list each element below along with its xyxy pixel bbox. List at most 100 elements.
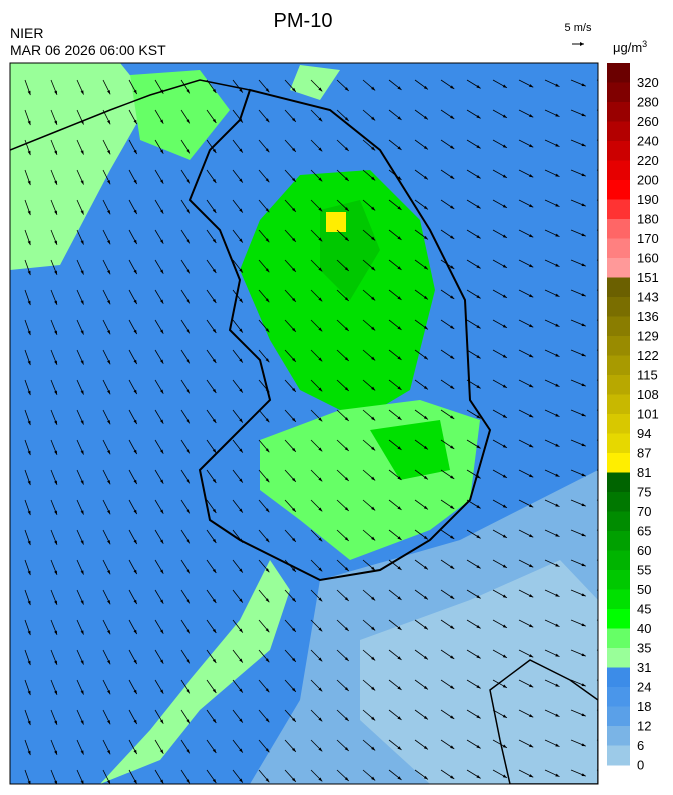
wind-arrowhead (555, 353, 560, 357)
wind-arrowhead (27, 270, 31, 276)
wind-arrowhead (292, 447, 296, 452)
wind-arrowhead (80, 570, 84, 575)
wind-arrowhead (54, 300, 57, 305)
wind-arrowhead (476, 534, 481, 539)
wind-arrowhead (502, 654, 507, 658)
wind-arrowhead (397, 326, 402, 330)
wind-arrowhead (133, 359, 137, 365)
wind-arrowhead (529, 84, 534, 88)
wind-arrowhead (107, 570, 111, 575)
wind-arrowhead (212, 328, 217, 334)
wind-arrowhead (397, 176, 402, 180)
legend-swatch (607, 609, 630, 629)
wind-arrowhead (133, 449, 137, 455)
wind-arrowhead (186, 779, 190, 784)
legend-label: 220 (637, 153, 659, 168)
wind-arrowhead (476, 414, 481, 419)
legend-swatch (607, 238, 630, 259)
wind-arrowhead (555, 533, 560, 537)
wind-arrowhead (27, 360, 31, 366)
wind-arrowhead (107, 180, 111, 185)
wind-arrowhead (80, 120, 84, 125)
wind-arrowhead (239, 568, 243, 573)
yellow-spot (326, 212, 346, 232)
wind-arrowhead (318, 597, 323, 602)
wind-arrowhead (212, 508, 217, 514)
wind-arrowhead (397, 146, 402, 150)
legend-swatch (607, 336, 630, 356)
wind-arrowhead (344, 507, 349, 511)
wind-arrowhead (529, 174, 534, 178)
wind-arrowhead (80, 720, 84, 725)
wind-arrowhead (107, 330, 111, 335)
wind-arrowhead (318, 627, 323, 632)
wind-arrowhead (502, 444, 507, 448)
wind-arrowhead (423, 775, 428, 780)
wind-arrowhead (133, 419, 137, 425)
wind-arrowhead (107, 90, 111, 95)
wind-arrowhead (344, 207, 349, 211)
wind-arrowhead (476, 234, 481, 239)
wind-arrowhead (371, 686, 376, 691)
wind-arrow (596, 769, 598, 771)
wind-arrowhead (27, 90, 31, 96)
wind-arrowhead (239, 508, 243, 513)
wind-arrowhead (80, 390, 84, 395)
wind-arrowhead (318, 507, 323, 512)
wind-arrowhead (344, 777, 349, 781)
wind-arrowhead (239, 238, 243, 243)
wind-arrowhead (265, 628, 270, 633)
wind-arrowhead (502, 354, 507, 358)
wind-arrowhead (344, 267, 349, 271)
legend-label: 122 (637, 348, 659, 363)
wind-arrowhead (318, 147, 323, 152)
wind-arrowhead (133, 119, 137, 125)
wind-arrowhead (397, 566, 402, 570)
wind-arrowhead (212, 358, 217, 364)
wind-arrowhead (239, 718, 243, 723)
wind-arrowhead (450, 325, 455, 329)
wind-arrowhead (212, 538, 217, 544)
wind-arrowhead (186, 659, 190, 664)
wind-arrowhead (344, 177, 349, 181)
wind-arrowhead (159, 359, 164, 364)
legend-swatch (607, 648, 630, 668)
wind-arrowhead (555, 413, 560, 417)
legend-swatch (607, 687, 630, 707)
wind-arrowhead (502, 264, 507, 268)
wind-arrowhead (423, 685, 428, 690)
legend-label: 75 (637, 485, 651, 500)
wind-arrowhead (54, 270, 57, 275)
wind-arrowhead (186, 689, 190, 694)
wind-arrowhead (397, 716, 402, 720)
wind-arrowhead (581, 203, 586, 207)
org: NIER (10, 25, 43, 41)
wind-arrowhead (581, 113, 586, 117)
wind-arrowhead (397, 86, 402, 90)
wind-arrowhead (186, 269, 190, 274)
wind-arrowhead (212, 448, 217, 454)
wind-arrowhead (502, 564, 507, 568)
wind-arrowhead (371, 446, 376, 451)
wind-arrowhead (423, 715, 428, 720)
wind-arrowhead (159, 299, 164, 304)
wind-arrowhead (292, 477, 296, 482)
wind-arrowhead (450, 265, 455, 269)
wind-arrows (24, 79, 598, 784)
wind-arrowhead (397, 206, 402, 210)
wind-arrowhead (476, 264, 481, 269)
legend-swatch (607, 316, 630, 337)
legend-swatch (607, 199, 630, 220)
wind-arrowhead (292, 147, 296, 152)
wind-arrowhead (292, 507, 296, 512)
wind-arrowhead (212, 88, 217, 94)
wind-arrowhead (555, 383, 560, 387)
wind-arrowhead (212, 118, 217, 124)
wind-arrowhead (318, 777, 323, 782)
wind-arrowhead (502, 714, 507, 718)
wind-arrowhead (27, 600, 31, 606)
legend-label: 6 (637, 738, 644, 753)
wind-arrowhead (80, 90, 84, 95)
wind-arrowhead (27, 720, 31, 726)
wind-arrowhead (450, 775, 455, 779)
